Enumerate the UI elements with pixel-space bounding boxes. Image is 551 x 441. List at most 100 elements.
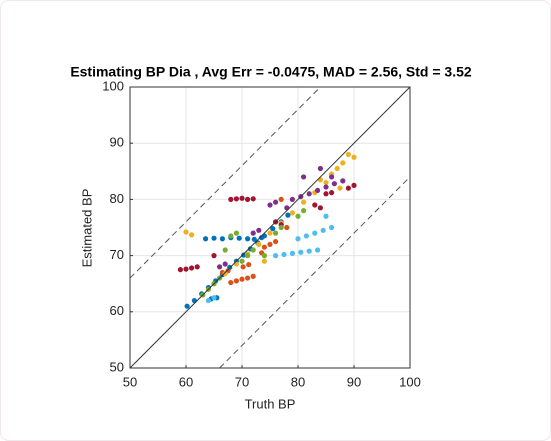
point [184,303,190,309]
point [323,184,329,190]
point [295,213,301,219]
point [205,297,211,304]
x-tick-label: 70 [235,374,249,389]
point [250,273,256,279]
point [261,253,267,259]
point [289,210,295,216]
point [331,181,337,187]
point [245,275,251,281]
point [301,208,307,214]
point [289,196,295,202]
point [323,179,329,186]
x-tick-label: 60 [179,374,193,389]
point [189,232,195,238]
point [219,236,225,242]
point [329,224,335,231]
point [250,196,256,202]
point [245,253,251,259]
point [267,230,273,236]
reference-line [129,86,321,279]
point [233,230,239,236]
chart-title: Estimating BP Dia , Avg Err = -0.0475, M… [70,64,472,80]
point [301,199,307,205]
axes-box [129,86,411,369]
point [317,205,323,211]
point [306,248,312,254]
point [211,235,217,241]
point [315,247,321,253]
point [273,238,279,245]
point [183,229,189,235]
point [256,227,262,233]
y-axis-label: Estimated BP [79,189,94,268]
point [236,235,242,241]
point [239,195,245,201]
point [340,178,346,184]
point [267,241,273,247]
point [315,187,321,194]
point [261,244,267,250]
point [194,264,200,270]
point [250,247,256,253]
point [261,258,267,264]
point [250,230,256,236]
point [345,151,351,158]
point [289,250,295,256]
y-tick-label: 70 [110,247,124,262]
point [312,202,318,208]
point [337,185,343,191]
point [273,199,279,205]
point [256,241,262,247]
point [233,196,239,202]
point [183,266,189,272]
point [329,190,335,196]
point [317,177,323,183]
point [228,196,234,202]
point [222,261,228,267]
point [345,185,351,191]
point [273,253,279,259]
reference-line [219,176,411,369]
point [312,230,318,236]
point [203,236,209,242]
y-tick-label: 90 [110,135,124,150]
point [189,265,195,271]
point [303,233,309,239]
point [245,196,251,202]
point [351,182,357,188]
point [320,227,326,233]
point [334,165,340,172]
point [228,233,234,239]
point [233,278,239,284]
point [351,154,357,160]
point [246,261,252,268]
point [281,251,287,258]
point [239,258,245,264]
point [239,276,245,282]
point [177,267,183,273]
y-tick-label: 80 [110,191,124,206]
point [323,213,329,219]
point [317,165,323,172]
reference-line [129,86,411,369]
point [270,226,276,232]
x-tick-label: 50 [123,374,137,389]
point [273,230,279,236]
point [241,252,247,258]
point [329,174,335,180]
point [191,297,197,304]
point [306,191,312,197]
point [267,202,273,208]
x-axis-label: Truth BP [245,396,296,411]
point [259,235,265,241]
point [284,205,290,211]
point [278,224,284,231]
point [222,270,228,277]
point [233,261,239,267]
y-tick-label: 60 [110,303,124,318]
point [222,247,228,253]
x-tick-label: 100 [399,374,421,389]
point [211,295,217,301]
point [295,236,301,242]
